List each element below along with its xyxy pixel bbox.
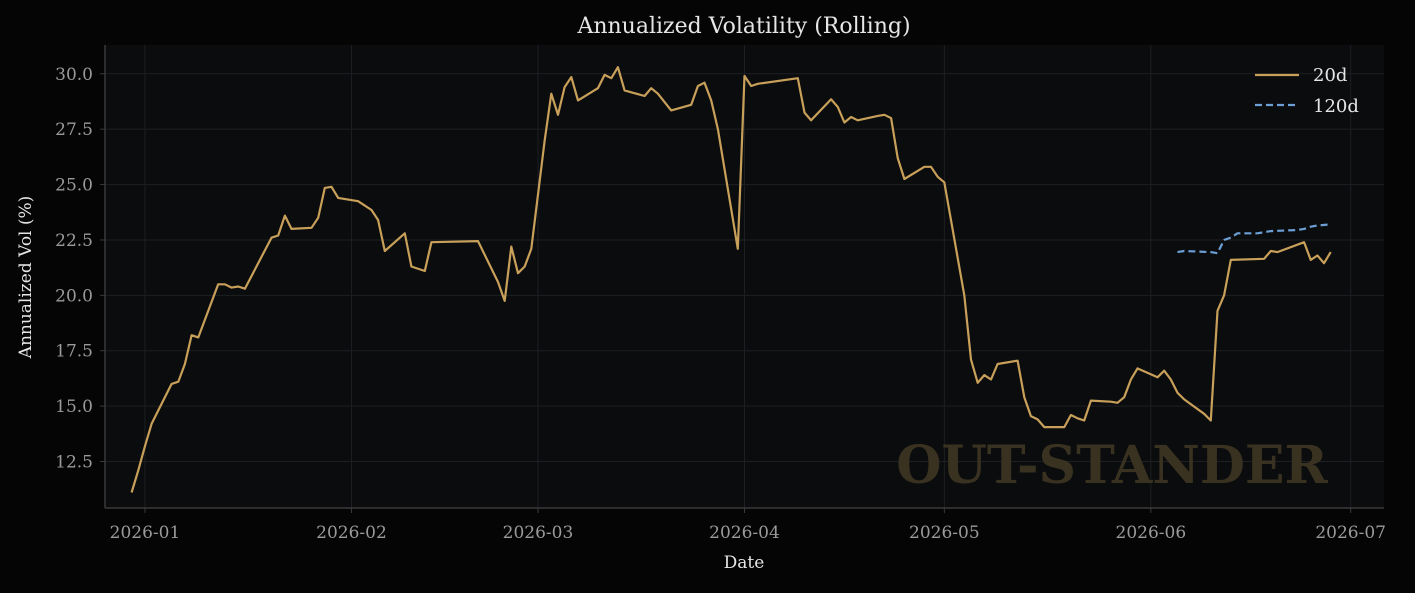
chart-title: Annualized Volatility (Rolling)	[576, 14, 910, 39]
y-tick-label: 20.0	[55, 286, 93, 306]
y-tick-label: 25.0	[55, 176, 93, 196]
x-axis-ticks: 2026-01 2026-02 2026-03 2026-04 2026-05 2026-…	[110, 508, 1386, 543]
series-line-120d	[1177, 223, 1331, 255]
series-lines	[130, 66, 1332, 493]
x-tick-label: 2026-07	[1315, 523, 1386, 543]
watermark-text: OUT-STANDER	[896, 435, 1328, 496]
x-tick-label: 2026-06	[1116, 523, 1187, 543]
x-tick-label: 2026-05	[909, 523, 980, 543]
y-tick-label: 30.0	[55, 65, 93, 85]
y-tick-label: 27.5	[55, 120, 93, 140]
legend-label-20d: 20d	[1313, 65, 1347, 86]
y-tick-label: 15.0	[55, 397, 93, 417]
legend-label-120d: 120d	[1313, 96, 1359, 117]
y-tick-label: 17.5	[55, 342, 93, 362]
x-tick-label: 2026-03	[503, 523, 574, 543]
y-tick-label: 12.5	[55, 452, 93, 472]
y-axis-ticks: 12.5 15.0 17.5 20.0 22.5 25.0 27.5 30.0	[55, 65, 105, 472]
legend: 20d 120d	[1255, 65, 1359, 117]
x-tick-label: 2026-02	[316, 523, 387, 543]
y-tick-label: 22.5	[55, 231, 93, 251]
x-tick-label: 2026-01	[110, 523, 181, 543]
x-tick-label: 2026-04	[709, 523, 780, 543]
grid-lines	[105, 45, 1384, 508]
x-axis-label: Date	[724, 553, 765, 573]
series-line-20d	[130, 66, 1332, 493]
y-axis-label: Annualized Vol (%)	[16, 196, 36, 360]
